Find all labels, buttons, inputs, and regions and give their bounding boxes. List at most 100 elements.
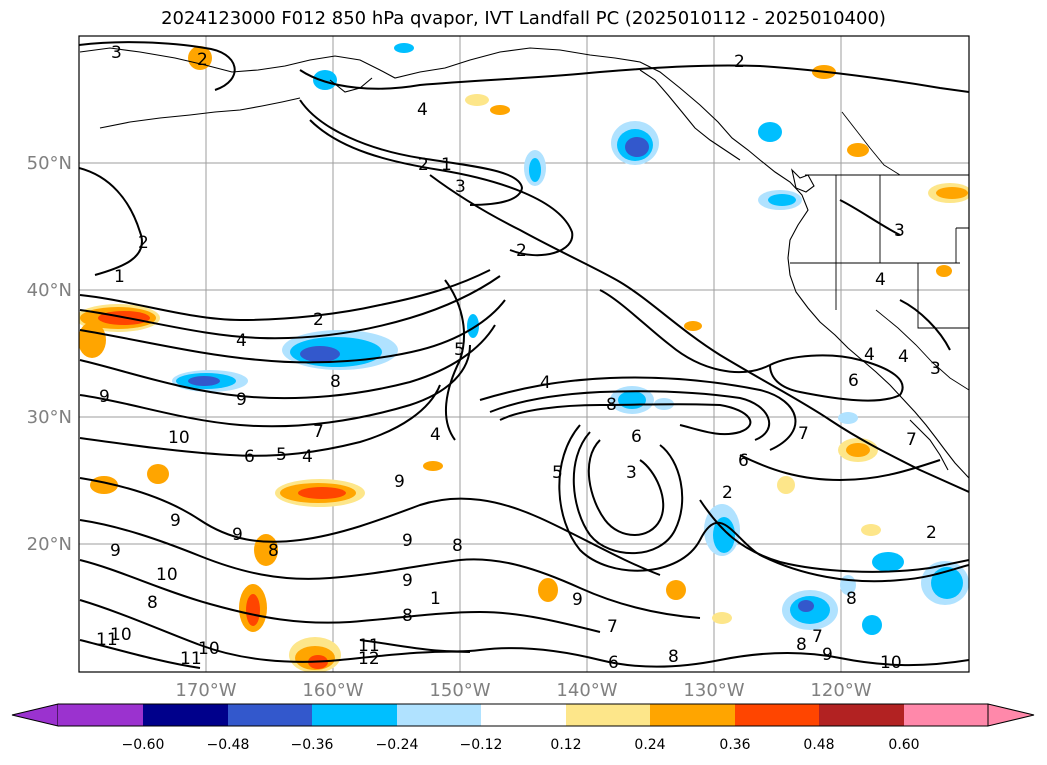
contour-label: 10 — [880, 653, 902, 673]
shading-patches — [79, 43, 969, 672]
contour-label: 4 — [540, 373, 551, 393]
contour-label: 2 — [722, 483, 733, 503]
contour-label: 2 — [734, 52, 745, 72]
contour-label: 7 — [313, 422, 324, 442]
lat-label: 30°N — [27, 407, 72, 428]
contour-label: 9 — [236, 390, 247, 410]
contour-label: 9 — [394, 472, 405, 492]
colorbar-segment — [143, 704, 228, 726]
contour-label: 4 — [864, 345, 875, 365]
contour-label: 7 — [906, 430, 917, 450]
colorbar-tick-label: 0.48 — [803, 737, 834, 753]
colorbar-segment — [481, 704, 566, 726]
contour-label: 7 — [607, 617, 618, 637]
map-frame — [78, 35, 970, 673]
contour-label: 5 — [454, 340, 465, 360]
contour-label: 6 — [244, 447, 255, 467]
contour-label: 8 — [330, 372, 341, 392]
contour-label: 11 — [180, 649, 202, 669]
coastlines — [79, 47, 969, 479]
contour-label: 6 — [848, 371, 859, 391]
contour-label: 2 — [516, 241, 527, 261]
contour-label: 2 — [418, 155, 429, 175]
contour-label: 4 — [430, 425, 441, 445]
colorbar-tick-label: −0.36 — [291, 737, 334, 753]
colorbar-tick-label: 0.12 — [550, 737, 581, 753]
colorbar-tick-label: −0.60 — [122, 737, 165, 753]
contour-label: 9 — [572, 590, 583, 610]
contour-label: 9 — [110, 541, 121, 561]
latitude-labels: 50°N 40°N 30°N 20°N — [27, 153, 72, 555]
contour-label: 1 — [441, 155, 452, 175]
contour-label: 7 — [812, 627, 823, 647]
contour-label: 9 — [170, 511, 181, 531]
colorbar-tick-label: 0.60 — [888, 737, 919, 753]
contour-label: 8 — [846, 589, 857, 609]
political-borders — [790, 111, 969, 391]
contour-labels: 3 2 2 4 2 1 3 2 2 3 1 4 2 5 4 8 9 9 10 7… — [96, 43, 941, 673]
colorbar-segment — [58, 704, 143, 726]
longitude-labels: 170°W 160°W 150°W 140°W 130°W 120°W — [175, 680, 871, 701]
colorbar-segment — [397, 704, 481, 726]
colorbar-extend-high — [987, 703, 1035, 727]
contour-label: 5 — [276, 445, 287, 465]
lat-label: 20°N — [27, 534, 72, 555]
contour-label: 2 — [926, 523, 937, 543]
contour-label: 8 — [452, 536, 463, 556]
contour-label: 2 — [197, 50, 208, 70]
colorbar-tick-label: 0.24 — [634, 737, 665, 753]
lon-label: 140°W — [556, 680, 617, 701]
contour-label: 9 — [402, 571, 413, 591]
colorbar-segment — [566, 704, 650, 726]
contour-label: 9 — [402, 531, 413, 551]
lat-label: 40°N — [27, 280, 72, 301]
colorbar-tick-label: −0.48 — [207, 737, 250, 753]
contour-label: 4 — [875, 270, 886, 290]
contour-label: 8 — [147, 593, 158, 613]
contour-label: 3 — [455, 177, 466, 197]
contour-label: 3 — [626, 463, 637, 483]
contour-label: 6 — [631, 427, 642, 447]
colorbar-segment — [650, 704, 735, 726]
contour-label: 2 — [138, 233, 149, 253]
lon-label: 150°W — [429, 680, 490, 701]
colorbar-tick-label: −0.12 — [460, 737, 503, 753]
contour-label: 4 — [898, 347, 909, 367]
lon-label: 160°W — [302, 680, 363, 701]
contour-label: 8 — [668, 647, 679, 667]
lon-label: 170°W — [175, 680, 236, 701]
contour-label: 3 — [111, 43, 122, 63]
contour-label: 3 — [894, 221, 905, 241]
colorbar-tick-label: 0.36 — [719, 737, 750, 753]
contour-label: 11 — [96, 630, 118, 650]
lon-label: 130°W — [683, 680, 744, 701]
contour-label: 4 — [417, 100, 428, 120]
lon-label: 120°W — [810, 680, 871, 701]
contour-label: 1 — [114, 267, 125, 287]
colorbar-segment — [904, 704, 988, 726]
contour-label: 8 — [606, 395, 617, 415]
contour-label: 4 — [302, 447, 313, 467]
contour-label: 10 — [110, 625, 132, 645]
contour-label: 9 — [232, 525, 243, 545]
contour-label: 8 — [268, 541, 279, 561]
lat-label: 50°N — [27, 153, 72, 174]
colorbar-extend-low — [11, 703, 59, 727]
page-title: 2024123000 F012 850 hPa qvapor, IVT Land… — [161, 8, 886, 29]
contour-label: 9 — [99, 387, 110, 407]
colorbar-segment — [228, 704, 312, 726]
contour-label: 8 — [796, 635, 807, 655]
contour-label: 8 — [402, 606, 413, 626]
contour-label: 10 — [168, 428, 190, 448]
contour-label: 9 — [822, 645, 833, 665]
colorbar: −0.60 −0.48 −0.36 −0.24 −0.12 0.12 0.24 … — [11, 703, 1035, 753]
colorbar-tick-label: −0.24 — [376, 737, 419, 753]
contour-label: 5 — [552, 463, 563, 483]
contour-label: 12 — [358, 649, 380, 669]
contour-label: 10 — [198, 639, 220, 659]
contour-label: 1 — [430, 589, 441, 609]
contour-label: 11 — [358, 636, 380, 656]
contour-label: 2 — [313, 310, 324, 330]
contour-label: 10 — [156, 565, 178, 585]
